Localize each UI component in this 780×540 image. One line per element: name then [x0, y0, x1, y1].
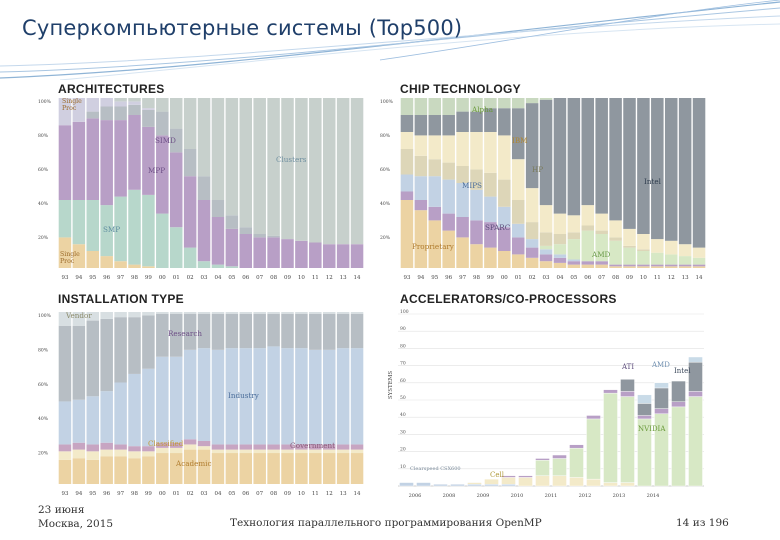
y-tick-label: 40%: [38, 201, 49, 207]
y-tick-label: 80%: [38, 347, 49, 353]
footer-city: Москва, 2015: [38, 518, 114, 530]
y-tick-label: 80%: [380, 133, 391, 139]
y-tick-label: 100%: [38, 99, 52, 105]
footer-page: 14 из 196: [676, 517, 729, 529]
title-decoration: [0, 0, 780, 80]
chart-title-chip-technology: CHIP TECHNOLOGY: [400, 82, 521, 96]
accelerators-panel: ACCELERATORS/CO-PROCESSORS: [400, 292, 710, 497]
y-tick-label: 60%: [380, 167, 391, 173]
y-tick-label: 20%: [380, 235, 391, 241]
y-tick-label: 60%: [38, 382, 49, 388]
y-tick-label: 20%: [38, 235, 49, 241]
y-tick-label: 40%: [380, 201, 391, 207]
y-tick-label: 100%: [380, 99, 394, 105]
chart-title-accelerators: ACCELERATORS/CO-PROCESSORS: [400, 292, 617, 306]
architectures-panel: ARCHITECTURES: [58, 82, 368, 290]
footer-date: 23 июня: [38, 504, 85, 516]
y-tick-label: 60%: [38, 167, 49, 173]
installation-type-panel: INSTALLATION TYPE: [58, 292, 368, 497]
y-tick-label: 100%: [38, 313, 52, 319]
y-tick-label: 80%: [38, 133, 49, 139]
footer-course: Технология параллельного программировани…: [230, 517, 542, 529]
y-tick-label: 20%: [38, 451, 49, 457]
y-tick-label: 40%: [38, 416, 49, 422]
chart-title-architectures: ARCHITECTURES: [58, 82, 165, 96]
chip-technology-panel: CHIP TECHNOLOGY: [400, 82, 710, 290]
y-axis-label: SYSTEMS: [388, 371, 394, 399]
slide-title: Суперкомпьютерные системы (Top500): [22, 16, 463, 40]
chart-title-installation-type: INSTALLATION TYPE: [58, 292, 184, 306]
